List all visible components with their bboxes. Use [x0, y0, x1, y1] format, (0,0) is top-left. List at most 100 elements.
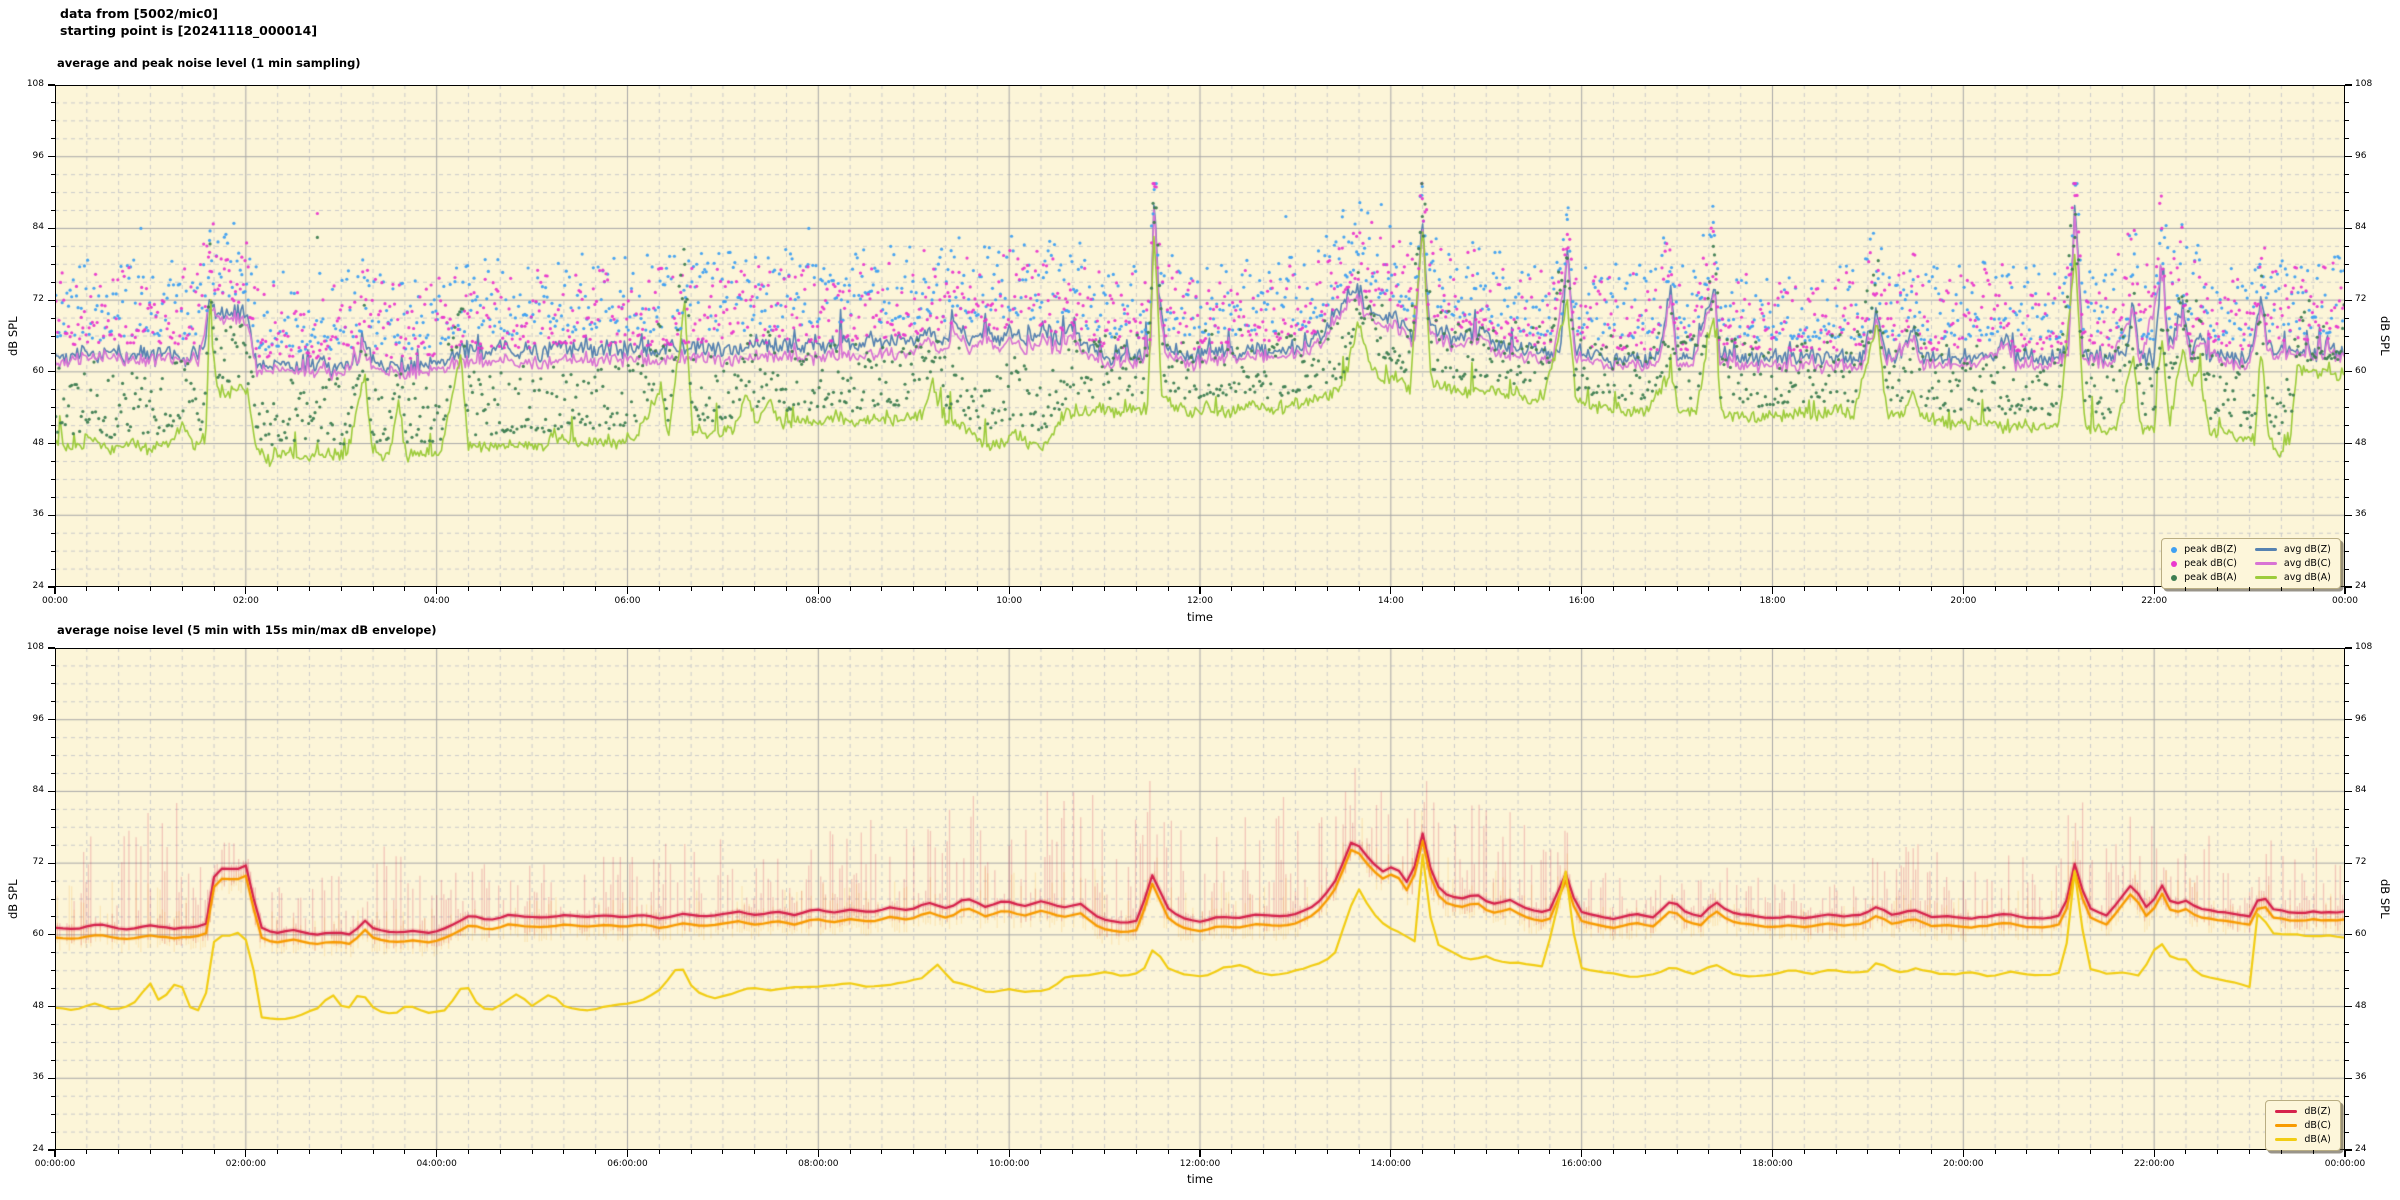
x-minor-tick	[1326, 587, 1328, 591]
x-minor-tick	[1994, 1150, 1996, 1154]
x-minor-tick	[1899, 587, 1901, 591]
legend-dot-marker	[2171, 574, 2178, 581]
y-major-tick-left	[48, 371, 55, 373]
y-tick-label-right: 48	[2355, 1000, 2367, 1011]
x-major-tick	[1008, 1150, 1010, 1157]
x-minor-tick	[2249, 587, 2251, 591]
y-minor-tick-left	[51, 353, 55, 355]
y-minor-tick-left	[51, 550, 55, 552]
x-minor-tick	[1931, 1150, 1933, 1154]
x-minor-tick	[563, 587, 565, 591]
x-major-tick	[817, 587, 819, 594]
y-minor-tick-right	[2345, 335, 2349, 337]
x-minor-tick	[658, 1150, 660, 1154]
legend-line-marker	[2254, 575, 2277, 580]
x-minor-tick	[2312, 1150, 2314, 1154]
y-major-tick-right	[2345, 647, 2352, 649]
x-minor-tick	[149, 587, 151, 591]
x-minor-tick	[1326, 1150, 1328, 1154]
x-tick-label: 04:00	[423, 596, 450, 606]
y-minor-tick-right	[2345, 1024, 2349, 1025]
y-minor-tick-right	[2345, 496, 2349, 498]
y-major-tick-left	[48, 299, 55, 301]
x-tick-label: 20:00:00	[1943, 1159, 1984, 1169]
y-minor-tick-right	[2345, 568, 2349, 570]
y-minor-tick-left	[51, 425, 55, 427]
x-minor-tick	[690, 587, 692, 591]
y-major-tick-left	[48, 156, 55, 158]
y-tick-label-right: 84	[2355, 222, 2367, 233]
y-major-tick-left	[48, 934, 55, 936]
x-major-tick	[245, 587, 247, 594]
x-minor-tick	[563, 1150, 565, 1154]
x-minor-tick	[308, 1150, 310, 1154]
x-minor-tick	[1676, 587, 1678, 591]
y-tick-label-right: 96	[2355, 150, 2367, 161]
y-major-tick-left	[48, 514, 55, 516]
y-tick-label-left: 48	[32, 1000, 44, 1011]
y-tick-label-left: 36	[32, 1072, 44, 1083]
x-minor-tick	[1135, 1150, 1137, 1154]
y-minor-tick-right	[2345, 988, 2349, 990]
y-minor-tick-left	[51, 102, 55, 104]
x-minor-tick	[2026, 1150, 2028, 1154]
x-minor-tick	[372, 587, 374, 591]
bottom-chart-title: average noise level (5 min with 15s min/…	[57, 623, 437, 637]
legend-line-marker	[2275, 1137, 2298, 1142]
y-major-tick-right	[2345, 156, 2352, 158]
x-tick-label: 08:00:00	[798, 1159, 839, 1169]
y-tick-label-right: 96	[2355, 713, 2367, 724]
x-major-tick	[626, 587, 629, 594]
y-minor-tick-right	[2345, 773, 2349, 774]
bottom-chart-xlabel: time	[1187, 1172, 1213, 1186]
y-major-tick-right	[2345, 719, 2352, 721]
legend-dot-marker	[2171, 560, 2178, 567]
x-major-tick	[1771, 587, 1774, 594]
x-minor-tick	[1294, 587, 1296, 591]
x-minor-tick	[1835, 1150, 1837, 1154]
x-tick-label: 16:00	[1568, 596, 1595, 606]
y-minor-tick-left	[51, 1113, 55, 1115]
x-minor-tick	[1549, 1150, 1551, 1154]
x-minor-tick	[1867, 587, 1869, 591]
legend-entry: avg dB(A)	[2254, 572, 2331, 583]
legend-entry: dB(C)	[2275, 1120, 2331, 1131]
y-tick-label-right: 108	[2355, 79, 2373, 89]
x-minor-tick	[1358, 1150, 1360, 1154]
y-tick-label-left: 48	[32, 437, 44, 448]
x-minor-tick	[786, 587, 788, 591]
y-minor-tick-left	[51, 120, 55, 122]
x-minor-tick	[1708, 1150, 1710, 1154]
y-tick-label-left: 72	[32, 294, 44, 305]
y-minor-tick-left	[51, 1024, 55, 1025]
x-tick-label: 04:00:00	[416, 1159, 457, 1169]
x-minor-tick	[1453, 1150, 1455, 1154]
x-minor-tick	[1676, 1150, 1678, 1154]
y-minor-tick-left	[51, 737, 55, 739]
x-minor-tick	[1612, 587, 1614, 591]
x-minor-tick	[2121, 587, 2123, 591]
y-minor-tick-left	[51, 335, 55, 337]
x-tick-label: 20:00	[1950, 596, 1977, 606]
x-minor-tick	[1072, 587, 1074, 591]
bottom-chart-plot-canvas	[55, 648, 2345, 1150]
x-minor-tick	[754, 587, 756, 591]
x-major-tick	[1390, 587, 1392, 594]
y-major-tick-right	[2345, 514, 2352, 516]
x-major-tick	[1199, 587, 1201, 594]
y-major-tick-right	[2345, 227, 2352, 230]
y-major-tick-right	[2345, 1005, 2352, 1008]
x-minor-tick	[213, 1150, 215, 1154]
y-tick-label-left: 36	[32, 509, 44, 520]
x-minor-tick	[2280, 1150, 2282, 1154]
x-minor-tick	[118, 1150, 120, 1154]
x-major-tick	[1008, 587, 1010, 594]
x-minor-tick	[1231, 587, 1233, 591]
x-minor-tick	[277, 587, 279, 591]
y-minor-tick-left	[51, 245, 55, 247]
x-minor-tick	[849, 1150, 851, 1154]
x-minor-tick	[1931, 587, 1933, 591]
x-minor-tick	[213, 587, 215, 591]
y-tick-label-left: 60	[32, 365, 44, 376]
legend-label: avg dB(A)	[2283, 572, 2331, 583]
